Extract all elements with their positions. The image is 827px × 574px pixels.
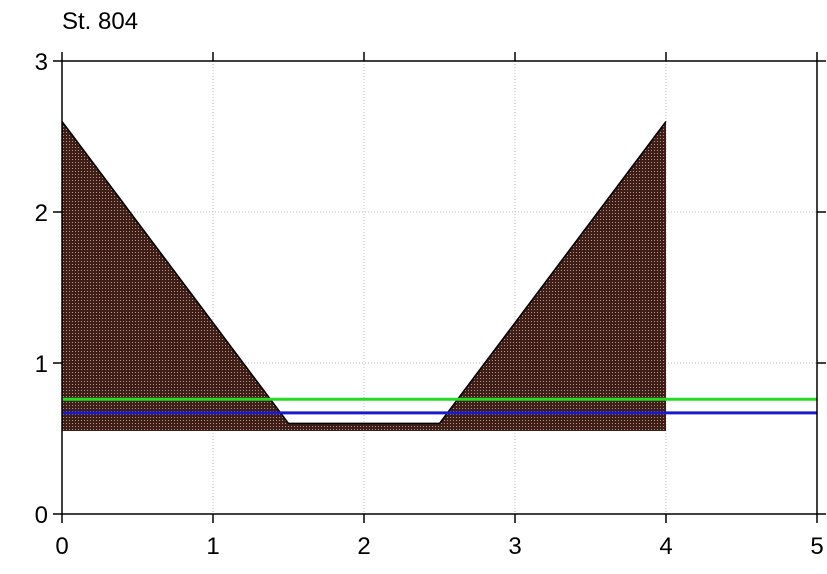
level-lines — [62, 397, 817, 415]
x-tick-label: 5 — [810, 533, 823, 560]
y-tick-label: 1 — [35, 351, 48, 378]
cross-section-outline — [61, 120, 667, 425]
x-tick-label: 3 — [508, 533, 521, 560]
x-tick-label: 2 — [357, 533, 370, 560]
y-tick-label: 2 — [35, 200, 48, 227]
plot-border — [61, 60, 818, 515]
cross-section-area — [61, 120, 667, 431]
y-tick-label: 0 — [35, 502, 48, 529]
plot-frame — [61, 60, 818, 515]
cross-section-fill — [62, 121, 666, 431]
x-tick-label: 1 — [206, 533, 219, 560]
chart-title: St. 804 — [62, 8, 138, 35]
axis-ticks: 0 1 2 3 4 5 0 1 2 3 — [35, 49, 826, 560]
x-tick-label: 0 — [55, 533, 68, 560]
x-tick-label: 4 — [659, 533, 672, 560]
y-tick-label: 3 — [35, 49, 48, 76]
